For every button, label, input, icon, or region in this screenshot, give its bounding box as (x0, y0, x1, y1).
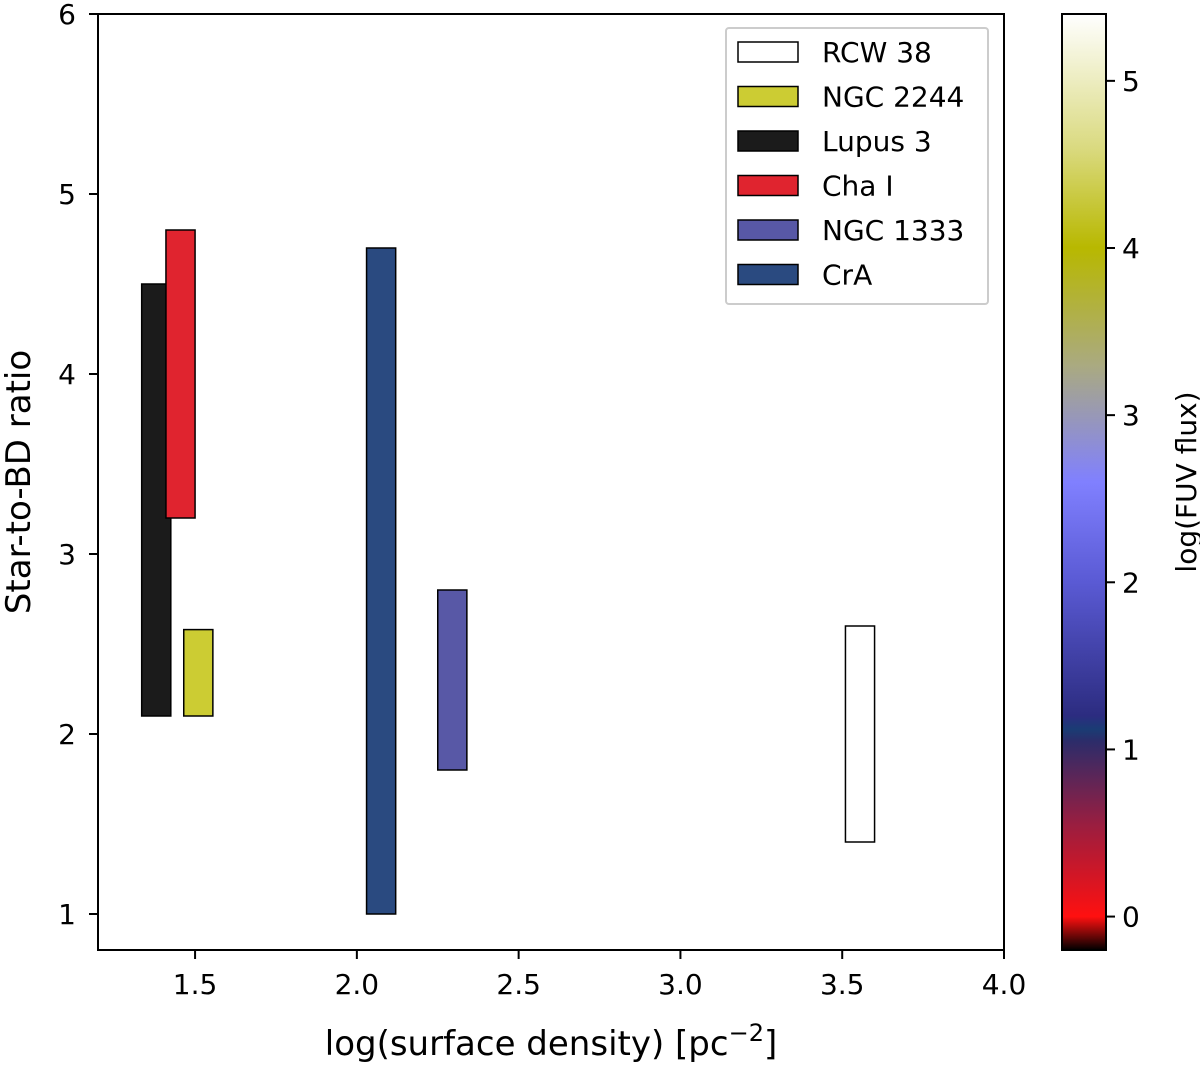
colorbar-label: log(FUV flux) (1170, 391, 1200, 572)
y-tick-label: 2 (58, 718, 76, 751)
legend: RCW 38 NGC 2244 Lupus 3 Cha I NGC 1333 CrA (725, 27, 989, 305)
legend-swatch-cha-i (737, 174, 799, 197)
colorbar-ticks: 0 1 2 3 4 5 (1106, 65, 1140, 934)
x-tick-label: 2.5 (496, 968, 541, 1001)
legend-label-ngc-1333: NGC 1333 (822, 214, 964, 247)
x-tick-label: 1.5 (173, 968, 218, 1001)
legend-swatch-lupus-3 (737, 130, 799, 152)
y-axis-label: Star-to-BD ratio (0, 350, 39, 614)
colorbar-tick-label: 0 (1122, 901, 1140, 934)
legend-swatch-ngc-2244 (737, 85, 799, 108)
y-tick-label: 3 (58, 538, 76, 571)
legend-label-cra: CrA (822, 259, 872, 292)
colorbar-tick-label: 5 (1122, 65, 1140, 98)
legend-label-rcw-38: RCW 38 (822, 36, 932, 69)
colorbar-tick-label: 2 (1122, 566, 1140, 599)
bar-rcw-38 (844, 625, 876, 843)
x-tick-label: 2.0 (335, 968, 380, 1001)
x-tick-label: 4.0 (982, 968, 1027, 1001)
legend-swatch-cra (737, 263, 799, 286)
bar-cra (365, 247, 397, 915)
y-tick-label: 6 (58, 0, 76, 31)
legend-label-lupus-3: Lupus 3 (822, 125, 932, 158)
x-tick-label: 3.5 (820, 968, 865, 1001)
legend-swatch-ngc-1333 (737, 219, 799, 241)
bar-group (140, 229, 876, 915)
x-axis-label: log(surface density) [pc−2] (325, 1019, 778, 1064)
bar-cha-i (165, 229, 196, 519)
colorbar: 0 1 2 3 4 5 log(FUV flux) (1061, 13, 1200, 951)
legend-label-cha-i: Cha I (822, 170, 894, 203)
x-tick-label: 3.0 (658, 968, 703, 1001)
x-axis-ticks: 1.5 2.0 2.5 3.0 3.5 4.0 (173, 950, 1026, 1001)
legend-label-ngc-2244: NGC 2244 (822, 81, 964, 114)
bar-ngc-2244 (182, 628, 214, 717)
bar-ngc-1333 (437, 589, 468, 771)
colorbar-tick-label: 4 (1122, 232, 1140, 265)
y-tick-label: 5 (58, 178, 76, 211)
legend-swatch-rcw-38 (737, 41, 799, 63)
colorbar-tick-label: 3 (1122, 399, 1140, 432)
y-tick-label: 4 (58, 358, 76, 391)
colorbar-tick-label: 1 (1122, 733, 1140, 766)
y-tick-label: 1 (58, 898, 76, 931)
y-axis-ticks: 1 2 3 4 5 6 (58, 0, 98, 931)
colorbar-gradient (1061, 13, 1107, 951)
